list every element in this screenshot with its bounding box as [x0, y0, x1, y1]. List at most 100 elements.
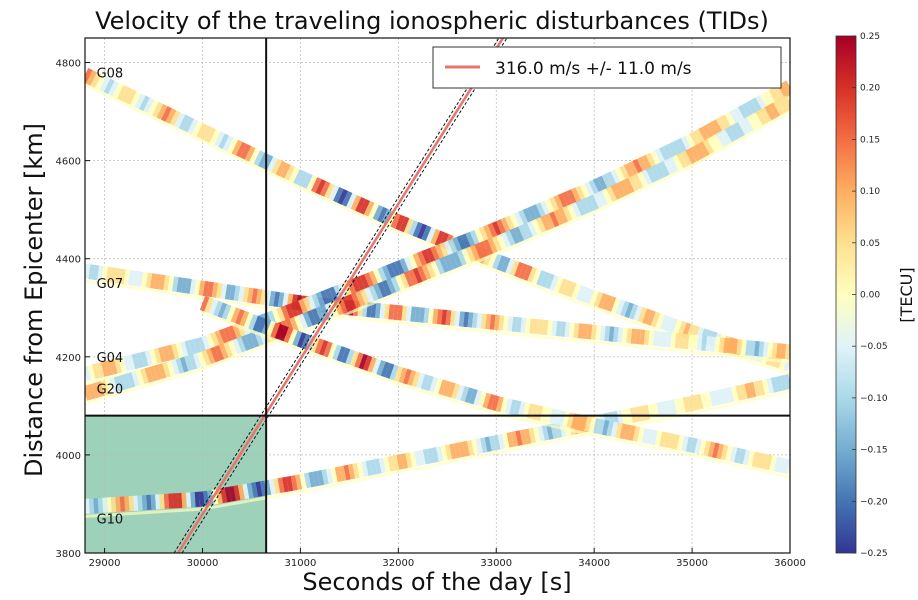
track-edge [598, 434, 604, 439]
tec-segment [289, 316, 300, 333]
tec-segment [330, 467, 338, 483]
track-edge [498, 270, 505, 276]
track-edge [767, 120, 774, 126]
tec-segment [658, 161, 670, 177]
track-edge [678, 450, 684, 455]
colorbar-tick-label: 0.25 [860, 32, 880, 42]
tec-segment [189, 279, 197, 295]
track-edge [120, 284, 125, 289]
tec-segment [487, 237, 498, 254]
track-edge [479, 407, 485, 412]
tec-segment [681, 435, 689, 452]
tec-segment [251, 482, 259, 498]
tec-segment [356, 462, 365, 478]
tec-segment [346, 294, 357, 310]
track-edge [714, 405, 720, 410]
tec-segment [235, 309, 245, 325]
tec-segment [524, 428, 532, 445]
track-edge [212, 362, 218, 367]
tec-segment [755, 95, 768, 111]
track-edge [595, 207, 602, 213]
tec-segment [588, 417, 597, 433]
tec-segment [333, 299, 344, 316]
tec-segment [597, 190, 609, 207]
x-axis-label: Seconds of the day [s] [302, 568, 571, 596]
tec-segment [678, 397, 686, 414]
tec-segment [537, 425, 545, 442]
tec-segment [405, 452, 413, 468]
track-edge [88, 85, 95, 91]
tec-segment [349, 350, 360, 367]
track-edge [234, 301, 240, 306]
tec-segment [157, 363, 167, 379]
tec-segment [125, 89, 137, 105]
tec-segment [473, 390, 483, 406]
track-edge [577, 300, 584, 306]
track-edge [115, 98, 121, 104]
tec-segment [223, 341, 234, 358]
tec-segment [496, 233, 507, 250]
track-edge [573, 299, 580, 304]
track-edge [326, 198, 333, 204]
track-edge [607, 436, 613, 441]
track-edge [206, 313, 212, 318]
track-edge [410, 235, 417, 241]
track-edge [419, 465, 425, 470]
tec-segment [395, 259, 406, 276]
track-edge [219, 318, 226, 323]
tec-segment [194, 279, 201, 296]
tec-segment [449, 443, 457, 460]
tec-segment [553, 409, 562, 425]
tec-segment [123, 269, 131, 285]
tec-segment [744, 382, 752, 399]
tec-segment [231, 139, 243, 156]
track-edge [528, 419, 534, 424]
tec-segment [509, 399, 517, 416]
tec-segment [650, 150, 662, 167]
tec-segment [506, 432, 514, 448]
tec-segment [430, 245, 441, 262]
track-edge [520, 279, 527, 284]
tec-segment [292, 330, 303, 347]
track-edge [290, 344, 296, 350]
tec-segment [396, 454, 404, 470]
tec-segment [301, 333, 311, 350]
track-edge [256, 345, 262, 351]
tec-segment [703, 440, 711, 457]
tec-segment [579, 198, 591, 215]
tec-segment [558, 278, 568, 295]
track-edge [353, 210, 359, 216]
track-edge [261, 305, 266, 310]
tec-segment [417, 251, 428, 267]
tec-segment [474, 242, 485, 259]
tec-segment [209, 129, 221, 145]
tec-segment [337, 297, 348, 314]
tec-segment [108, 80, 120, 97]
tec-segment [667, 142, 679, 158]
tec-segment [281, 476, 289, 493]
tec-segment [408, 220, 419, 236]
track-edge [745, 358, 751, 363]
tec-segment [408, 254, 419, 271]
tec-segment [434, 244, 445, 260]
track-edge [172, 292, 178, 296]
tec-segment [456, 249, 467, 266]
tec-segment [570, 413, 579, 429]
tec-segment [100, 379, 110, 396]
tec-segment [417, 265, 428, 282]
tec-segment [500, 397, 509, 414]
satellite-track [85, 374, 790, 518]
track-edge [335, 482, 341, 487]
tec-segment [373, 283, 384, 300]
tec-segment [611, 297, 621, 314]
tec-segment [144, 350, 153, 366]
tec-segment [229, 284, 236, 301]
tec-bands [85, 68, 790, 518]
track-edge [414, 283, 421, 288]
track-edge [238, 352, 245, 357]
track-edge [644, 420, 650, 425]
track-edge [529, 443, 535, 448]
tec-segment [698, 126, 710, 143]
tec-segment [527, 220, 538, 237]
tec-segment [711, 442, 720, 459]
